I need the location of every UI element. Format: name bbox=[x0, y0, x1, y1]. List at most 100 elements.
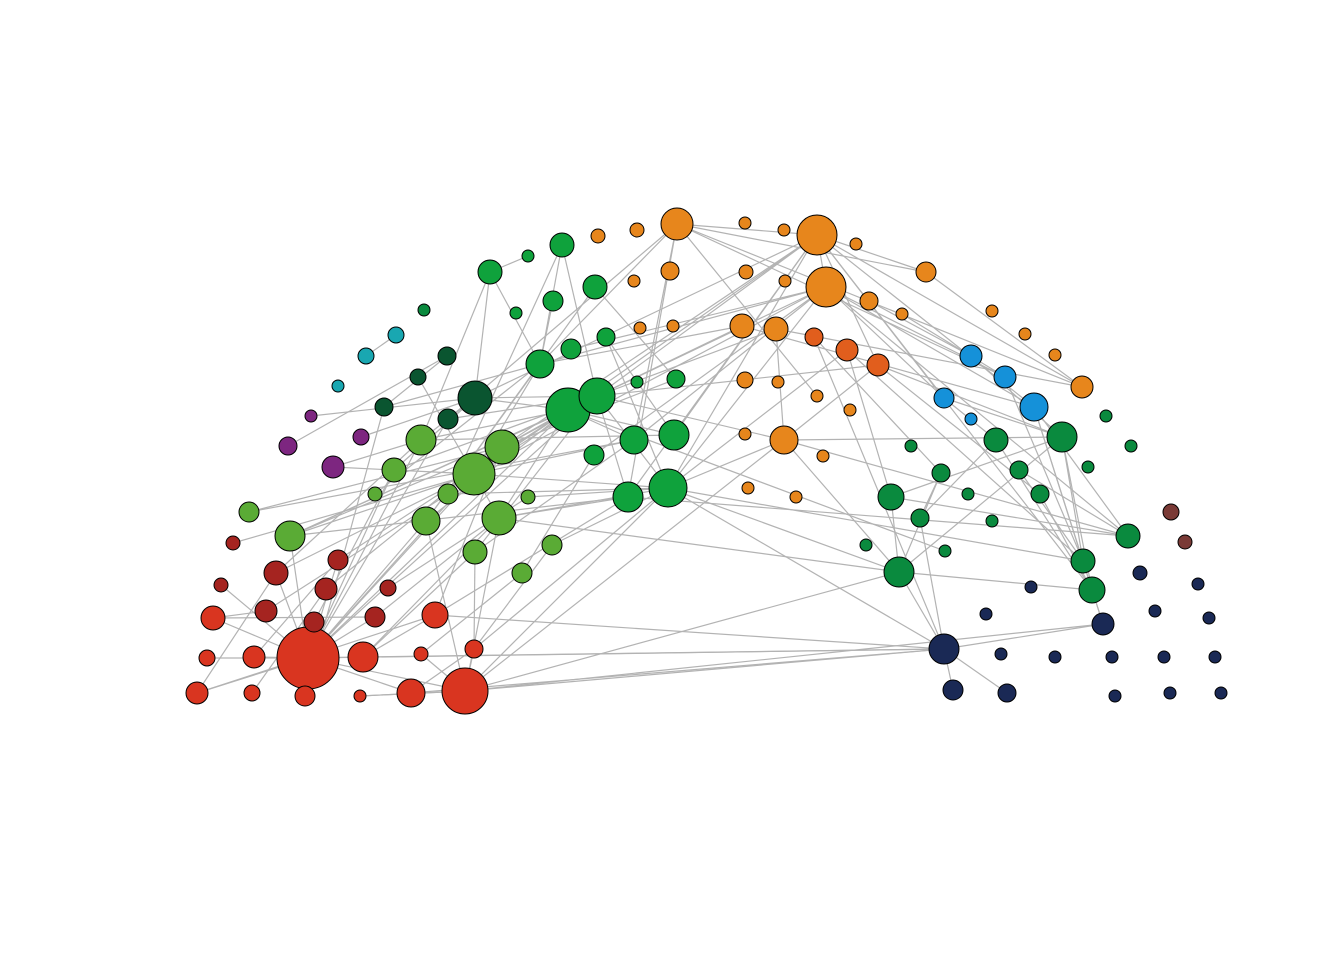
graph-node-darkgreen bbox=[374, 397, 394, 417]
graph-edge bbox=[919, 439, 997, 519]
graph-edge bbox=[425, 520, 466, 692]
graph-edge bbox=[474, 271, 491, 399]
graph-edge bbox=[633, 223, 678, 441]
graph-edge bbox=[596, 328, 777, 397]
graph-edge bbox=[539, 286, 827, 365]
graph-edge bbox=[676, 223, 1083, 388]
graph-node-darkred bbox=[254, 599, 278, 623]
graph-edge bbox=[605, 336, 669, 489]
graph-edge bbox=[1004, 376, 1084, 562]
graph-node-forestgreen bbox=[1124, 439, 1138, 453]
graph-edge bbox=[783, 364, 879, 441]
graph-edge bbox=[464, 439, 785, 692]
graph-node-green bbox=[477, 259, 503, 285]
graph-edge bbox=[289, 473, 475, 537]
graph-edge bbox=[667, 487, 1084, 562]
graph-node-red bbox=[441, 667, 489, 715]
graph-node-teal bbox=[357, 347, 375, 365]
graph-node-red bbox=[294, 685, 316, 707]
graph-node-forestgreen bbox=[1009, 460, 1029, 480]
graph-node-navy bbox=[1214, 686, 1228, 700]
graph-node-forestgreen bbox=[983, 427, 1009, 453]
graph-edge bbox=[890, 436, 1063, 498]
graph-node-orange bbox=[915, 261, 937, 283]
graph-node-forestgreen bbox=[1070, 548, 1096, 574]
graph-node-forestgreen bbox=[417, 303, 431, 317]
graph-edge bbox=[1033, 406, 1129, 537]
graph-node-forestgreen bbox=[1081, 460, 1095, 474]
graph-node-forestgreen bbox=[1099, 409, 1113, 423]
graph-node-orange bbox=[843, 403, 857, 417]
graph-node-orange bbox=[895, 307, 909, 321]
graph-edge bbox=[212, 616, 376, 619]
graph-edge bbox=[464, 487, 669, 692]
graph-node-darkred bbox=[263, 560, 289, 586]
graph-edge bbox=[943, 397, 1063, 438]
graph-edge bbox=[825, 286, 1129, 537]
graph-node-orange bbox=[1070, 375, 1094, 399]
graph-node-red bbox=[198, 649, 216, 667]
graph-node-blue bbox=[964, 412, 978, 426]
graph-node-forestgreen bbox=[1115, 523, 1141, 549]
graph-node-red bbox=[464, 639, 484, 659]
graph-node-blue bbox=[933, 387, 955, 409]
graph-node-red bbox=[421, 601, 449, 629]
graph-node-darkred bbox=[379, 579, 397, 597]
graph-edge bbox=[846, 349, 892, 498]
graph-node-navy bbox=[1191, 577, 1205, 591]
graph-node-lightgreen bbox=[511, 562, 533, 584]
graph-edge bbox=[943, 623, 1104, 650]
graph-edge bbox=[447, 244, 563, 495]
graph-node-lightgreen bbox=[452, 452, 496, 496]
graph-edge bbox=[539, 223, 678, 365]
graph-node-darkred bbox=[303, 611, 325, 633]
graph-edge bbox=[473, 544, 553, 650]
graph-node-forestgreen bbox=[1078, 576, 1106, 604]
graph-edge bbox=[775, 328, 1083, 388]
graph-node-darkgreen bbox=[437, 408, 459, 430]
graph-node-purple bbox=[304, 409, 318, 423]
graph-node-red bbox=[347, 641, 379, 673]
graph-node-navy bbox=[1208, 650, 1222, 664]
graph-node-darkorange bbox=[804, 327, 824, 347]
graph-node-green bbox=[612, 481, 644, 513]
graph-node-red bbox=[242, 645, 266, 669]
node-layer bbox=[185, 207, 1228, 715]
graph-node-green bbox=[619, 425, 649, 455]
graph-node-green bbox=[596, 327, 616, 347]
graph-edge bbox=[877, 364, 1063, 438]
graph-edge bbox=[498, 496, 629, 519]
graph-node-navy bbox=[1148, 604, 1162, 618]
graph-edge bbox=[410, 648, 945, 694]
graph-node-darkgreen bbox=[409, 368, 427, 386]
graph-edge bbox=[667, 349, 848, 489]
graph-node-orange bbox=[627, 274, 641, 288]
graph-node-navy bbox=[979, 607, 993, 621]
graph-node-forestgreen bbox=[883, 556, 915, 588]
graph-edge bbox=[667, 487, 900, 573]
graph-edge bbox=[434, 496, 629, 616]
graph-node-navy bbox=[1024, 580, 1038, 594]
graph-edge bbox=[890, 496, 1129, 537]
graph-node-lightgreen bbox=[484, 429, 520, 465]
graph-node-forestgreen bbox=[938, 544, 952, 558]
graph-node-navy bbox=[997, 683, 1017, 703]
graph-edge bbox=[473, 487, 669, 650]
graph-edge bbox=[473, 551, 476, 650]
graph-node-red bbox=[413, 646, 429, 662]
graph-edge bbox=[846, 349, 1084, 562]
graph-node-darkred bbox=[314, 577, 338, 601]
graph-node-green bbox=[549, 232, 575, 258]
graph-edge bbox=[783, 439, 1129, 537]
graph-edge bbox=[362, 551, 476, 658]
graph-node-forestgreen bbox=[931, 463, 951, 483]
graph-node-orange bbox=[660, 207, 694, 241]
graph-edge bbox=[783, 439, 900, 573]
graph-node-orange bbox=[736, 371, 754, 389]
graph-node-red bbox=[243, 684, 261, 702]
graph-node-navy bbox=[1157, 650, 1171, 664]
graph-edge bbox=[919, 517, 945, 650]
graph-node-orange bbox=[849, 237, 863, 251]
graph-node-orange bbox=[1048, 348, 1062, 362]
graph-node-lightgreen bbox=[238, 501, 260, 523]
